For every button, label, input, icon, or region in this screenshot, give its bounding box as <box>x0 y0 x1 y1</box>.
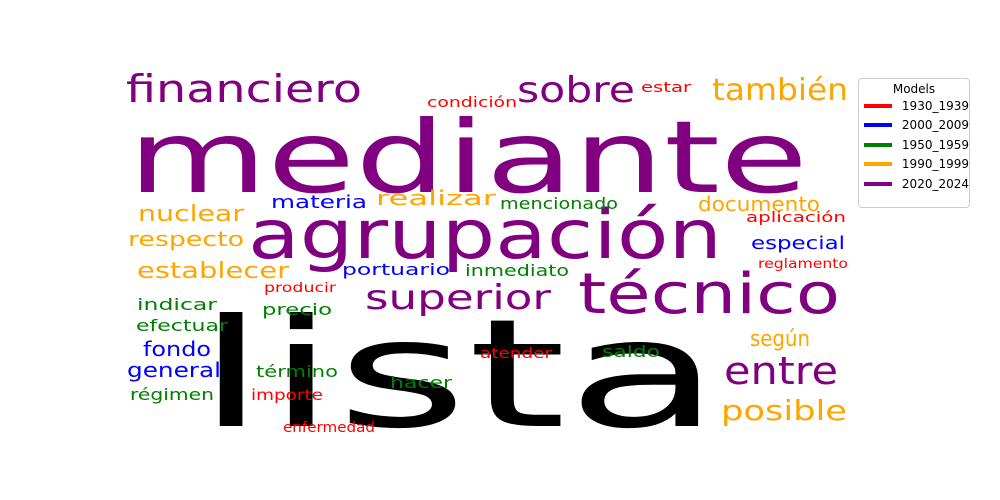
word-4: financiero <box>126 67 362 111</box>
legend-swatch <box>864 181 892 186</box>
legend-entry: 2000_2009 <box>859 116 969 136</box>
word-18: portuario <box>342 260 450 279</box>
word-14: realizar <box>376 186 497 210</box>
word-33: reglamento <box>758 257 848 272</box>
word-23: indicar <box>137 295 218 314</box>
legend-label: 1950_1959 <box>901 137 969 152</box>
legend-entry: 2020_2024 <box>859 174 969 194</box>
word-2: agrupación <box>248 196 722 275</box>
legend-label: 1930_1939 <box>901 98 969 113</box>
word-15: documento <box>698 192 820 216</box>
word-36: importe <box>251 386 323 404</box>
word-5: sobre <box>517 70 635 111</box>
legend-entry: 1990_1999 <box>859 155 969 175</box>
legend: Models 1930_1939 2000_2009 1950_1959 1990_1… <box>858 78 970 208</box>
word-3: técnico <box>578 262 840 327</box>
word-35: atender <box>480 346 552 362</box>
legend-swatch <box>864 162 892 167</box>
legend-label: 1990_1999 <box>901 157 969 172</box>
word-6: también <box>712 73 848 108</box>
word-17: especial <box>751 233 845 254</box>
word-21: mencionado <box>500 194 618 213</box>
word-12: respecto <box>128 227 244 251</box>
word-8: entre <box>724 349 838 393</box>
legend-entry: 1950_1959 <box>859 135 969 155</box>
word-31: estar <box>641 80 691 96</box>
word-1: lista <box>196 288 721 462</box>
word-13: establecer <box>137 259 290 284</box>
word-34: producir <box>264 281 337 296</box>
word-0: mediante <box>128 99 808 216</box>
word-30: condición <box>427 95 517 111</box>
legend-label: 2020_2024 <box>901 176 969 191</box>
legend-swatch <box>864 123 892 128</box>
word-26: saldo <box>602 342 660 361</box>
word-37: enfermedad <box>283 420 375 436</box>
word-22: inmediato <box>465 261 569 280</box>
word-27: término <box>256 362 338 381</box>
word-7: superior <box>365 278 551 318</box>
word-9: posible <box>721 394 847 427</box>
legend-swatch <box>864 103 892 108</box>
legend-label: 2000_2009 <box>901 118 969 133</box>
word-10: según <box>750 327 810 352</box>
word-29: régimen <box>130 385 214 404</box>
word-32: aplicación <box>746 210 846 226</box>
word-25: precio <box>262 300 332 319</box>
word-20: general <box>127 358 221 382</box>
legend-entry: 1930_1939 <box>859 96 969 116</box>
word-11: nuclear <box>138 202 245 227</box>
word-16: materia <box>271 192 367 213</box>
legend-swatch <box>864 142 892 147</box>
word-28: hacer <box>390 373 453 392</box>
legend-title: Models <box>892 82 936 96</box>
word-19: fondo <box>143 337 211 361</box>
word-24: efectuar <box>136 316 229 335</box>
